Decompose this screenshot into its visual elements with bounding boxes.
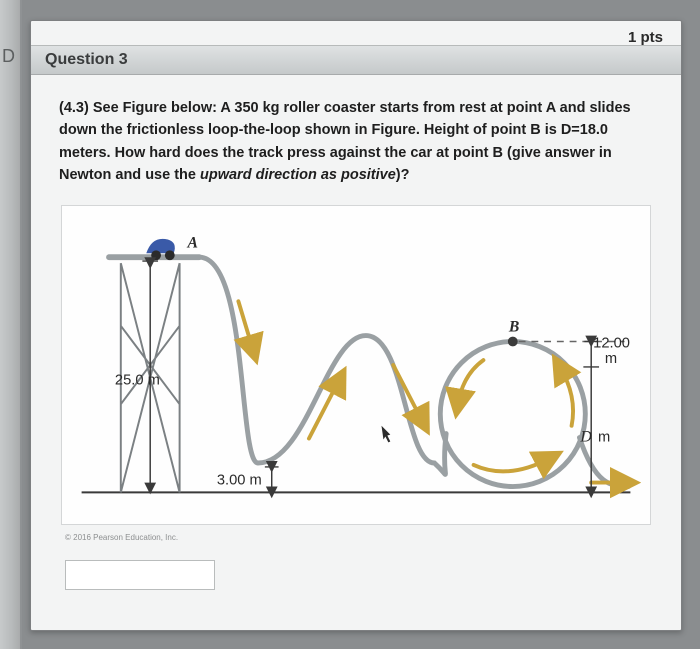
question-panel: 1 pts Question 3 (4.3) See Figure below:… [30, 20, 682, 631]
svg-text:B: B [508, 319, 519, 336]
svg-text:3.00 m: 3.00 m [217, 472, 262, 488]
svg-text:D: D [579, 428, 592, 445]
answer-input[interactable] [65, 560, 215, 590]
question-header: Question 3 [31, 45, 681, 75]
figure-copyright: © 2016 Pearson Education, Inc. [65, 533, 681, 542]
points-badge: 1 pts [628, 29, 663, 46]
svg-text:12.00: 12.00 [593, 335, 630, 351]
svg-text:m: m [605, 351, 617, 367]
page-binding-edge [0, 0, 22, 649]
svg-text:25.0 m: 25.0 m [115, 372, 160, 388]
question-prompt: (4.3) See Figure below: A 350 kg roller … [31, 75, 681, 199]
figure: AB25.0 m3.00 m12.00mD m [61, 205, 651, 525]
svg-text:A: A [186, 234, 197, 251]
svg-text:m: m [598, 429, 610, 445]
margin-mark: D [2, 46, 15, 67]
